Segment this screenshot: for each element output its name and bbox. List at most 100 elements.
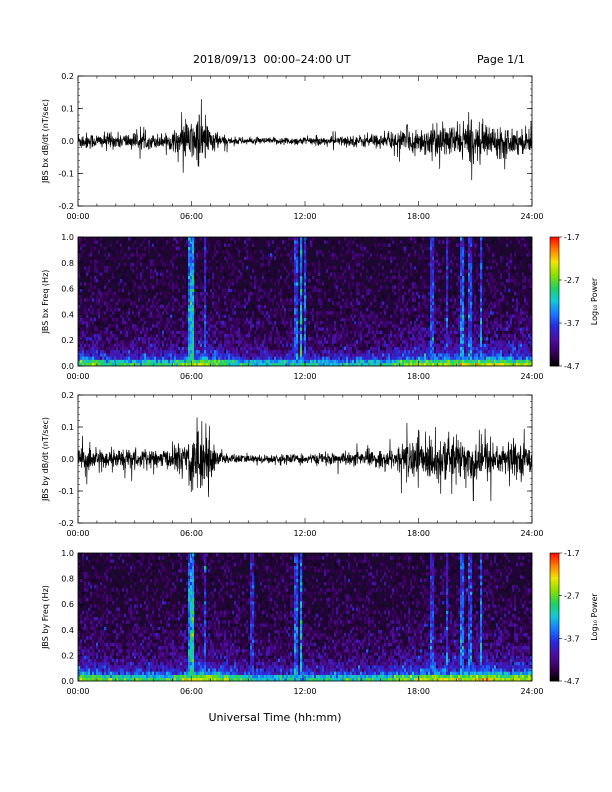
spectrogram-cell [294,259,297,264]
spectrogram-cell [352,343,355,347]
spectrogram-cell [270,336,273,341]
spectrogram-cell [100,272,103,276]
spectrogram-cell [440,349,443,354]
spectrogram-cell [204,269,207,273]
spectrogram-cell [274,275,277,280]
spectrogram-cell [170,301,173,306]
spectrogram-cell [304,262,307,267]
spectrogram-cell [292,346,295,351]
spectrogram-cell [142,288,145,293]
spectrogram-cell [156,304,159,309]
spectrogram-cell [320,346,323,351]
spectrogram-cell [338,307,341,312]
spectrogram-cell [332,246,335,251]
spectrogram-cell [190,237,193,241]
spectrogram-cell [422,336,425,341]
spectrogram-cell [160,246,163,251]
spectrogram-cell [248,320,251,325]
spectrogram-cell [286,275,289,280]
spectrogram-cell [276,282,279,286]
spectrogram-cell [292,269,295,273]
spectrogram-cell [268,275,271,280]
spectrogram-cell [256,301,259,306]
spectrogram-cell [130,320,133,325]
spectrogram-cell [196,259,199,264]
spectrogram-cell [344,324,347,328]
spectrogram-cell [340,282,343,286]
spectrogram-cell [268,243,271,247]
spectrogram-cell [126,353,129,357]
spectrogram-cell [186,327,189,331]
spectrogram-cell [410,262,413,267]
spectrogram-cell [368,343,371,347]
spectrogram-cell [162,320,165,325]
spectrogram-cell [336,301,339,306]
spectrogram-cell [424,285,427,289]
spectrogram-cell [82,314,85,318]
spectrogram-cell [382,346,385,351]
spectrogram-cell [108,301,111,306]
spectrogram-cell [248,311,251,315]
spectrogram-cell [110,327,113,331]
spectrogram-cell [420,285,423,289]
spectrogram-cell [128,324,131,328]
spectrogram-cell [268,253,271,257]
spectrogram-cell [178,275,181,280]
spectrogram-cell [196,256,199,260]
spectrogram-cell [394,327,397,331]
spectrogram-cell [328,275,331,280]
spectrogram-cell [340,340,343,344]
spectrogram-cell [152,243,155,247]
spectrogram-cell [278,249,281,254]
spectrogram-cell [240,346,243,351]
spectrogram-cell [298,298,301,302]
spectrogram-cell [138,362,141,367]
spectrogram-cell [92,353,95,357]
spectrogram-cell [386,340,389,344]
spectrogram-cell [428,362,431,367]
spectrogram-cell [174,340,177,344]
spectrogram-cell [408,249,411,254]
spectrogram-cell [298,295,301,299]
spectrogram-cell [176,240,179,244]
spectrogram-cell [254,330,257,335]
spectrogram-cell [218,295,221,299]
spectrogram-cell [164,362,167,367]
spectrogram-cell [438,320,441,325]
spectrogram-cell [226,304,229,309]
spectrogram-cell [192,237,195,241]
spectrogram-cell [116,295,119,299]
spectrogram-cell [346,314,349,318]
spectrogram-cell [240,253,243,257]
spectrogram-cell [300,304,303,309]
spectrogram-cell [272,259,275,264]
spectrogram-cell [418,362,421,367]
spectrogram-cell [322,275,325,280]
spectrogram-cell [428,330,431,335]
spectrogram-cell [244,340,247,344]
spectrogram-cell [134,362,137,367]
spectrogram-cell [108,288,111,293]
spectrogram-cell [370,327,373,331]
spectrogram-cell [178,362,181,367]
spectrogram-cell [326,336,329,341]
spectrogram-cell [362,301,365,306]
spectrogram-cell [264,353,267,357]
spectrogram-cell [344,356,347,360]
spectrogram-cell [380,317,383,322]
spectrogram-cell [214,333,217,338]
spectrogram-cell [126,359,129,364]
spectrogram-cell [290,343,293,347]
spectrogram-cell [356,240,359,244]
spectrogram-cell [218,359,221,364]
spectrogram-cell [366,349,369,354]
spectrogram-cell [396,259,399,264]
spectrogram-cell [172,282,175,286]
spectrogram-cell [266,256,269,260]
spectrogram-cell [440,243,443,247]
spectrogram-cell [122,317,125,322]
spectrogram-cell [332,301,335,306]
spectrogram-cell [288,269,291,273]
spectrogram-cell [264,324,267,328]
panel-2 [77,236,562,367]
